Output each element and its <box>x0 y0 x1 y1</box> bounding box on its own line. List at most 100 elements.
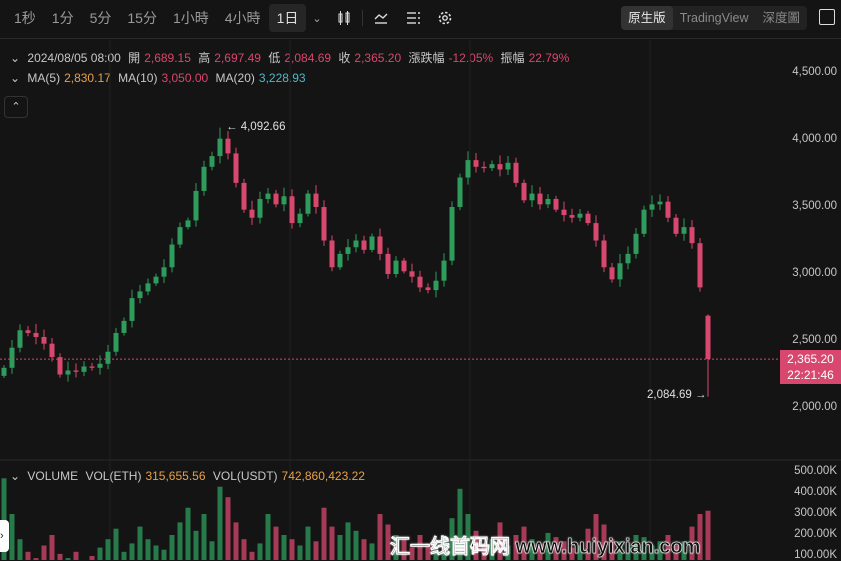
volume-bar <box>441 537 447 560</box>
vol-eth-value: 315,655.56 <box>145 469 206 483</box>
candle-body <box>289 196 295 224</box>
volume-tick-label: 500.00K <box>794 465 837 477</box>
candle-body <box>337 253 343 268</box>
volume-bar <box>617 541 623 560</box>
toolbar: 1秒 1分 5分 15分 1小時 4小時 1日 ⌄ <box>0 0 841 36</box>
candle-body <box>425 287 431 291</box>
volume-bar <box>193 530 199 560</box>
volume-bar <box>9 514 15 560</box>
candle-body <box>305 193 311 214</box>
candle-body <box>185 220 191 228</box>
price-tick-label: 2,000.00 <box>792 401 837 413</box>
timeframe-1d[interactable]: 1日 <box>268 4 307 32</box>
volume-bar <box>521 526 527 560</box>
collapse-chevron-icon[interactable]: ⌄ <box>10 469 21 483</box>
volume-bar <box>1 478 7 560</box>
collapse-chevron-icon[interactable]: ⌄ <box>10 51 21 65</box>
volume-bar <box>273 526 279 560</box>
min-price: 2,084.69 <box>647 389 692 401</box>
candle-body <box>465 160 471 178</box>
volume-bar <box>185 507 191 560</box>
volume-bar <box>113 528 119 560</box>
low-value: 2,084.69 <box>284 51 332 65</box>
volume-bar <box>513 535 519 560</box>
view-tradingview[interactable]: TradingView <box>679 11 749 25</box>
candle-body <box>481 166 487 169</box>
candle-body <box>585 213 591 224</box>
volume-bar <box>593 514 599 560</box>
timeframe-4h[interactable]: 4小時 <box>224 10 261 26</box>
volume-bar <box>217 486 223 560</box>
candle-body <box>601 240 607 268</box>
candle-body <box>345 247 351 254</box>
timeframe-15m[interactable]: 15分 <box>127 10 157 26</box>
volume-bar <box>289 539 295 560</box>
timeframe-1m[interactable]: 1分 <box>51 10 74 26</box>
volume-bar <box>321 507 327 560</box>
list-icon[interactable] <box>400 6 426 30</box>
fullscreen-icon[interactable] <box>819 9 835 25</box>
candle-body <box>361 240 367 250</box>
view-native[interactable]: 原生版 <box>621 6 673 30</box>
max-price-annotation: ← 4,092.66 <box>226 121 286 133</box>
ma10-label: MA(10) <box>118 71 158 85</box>
volume-bar <box>17 539 23 560</box>
candle-body <box>273 193 279 205</box>
candle-body <box>97 363 103 368</box>
price-tick-label: 2,500.00 <box>792 334 837 346</box>
collapse-chevron-icon[interactable]: ⌄ <box>10 71 21 85</box>
candle-body <box>137 291 143 299</box>
volume-bar <box>697 514 703 560</box>
volume-bar <box>65 558 71 560</box>
candle-body <box>489 164 495 169</box>
price-tick-label: 4,000.00 <box>792 133 837 145</box>
timeframe-1h[interactable]: 1小時 <box>172 10 209 26</box>
volume-bar <box>681 541 687 560</box>
volume-bar <box>577 545 583 560</box>
candle-body <box>665 201 671 218</box>
volume-bar <box>361 539 367 560</box>
candle-body <box>385 253 391 274</box>
current-price: 2,365.20 <box>787 352 834 366</box>
timeframe-5m[interactable]: 5分 <box>89 10 112 26</box>
candle-body <box>409 271 415 277</box>
view-depth[interactable]: 深度圖 <box>762 11 800 25</box>
volume-bar <box>553 537 559 560</box>
candlestick-icon[interactable] <box>331 6 357 30</box>
indicator-icon[interactable] <box>368 6 394 30</box>
candle-body <box>441 260 447 281</box>
timeframe-1s[interactable]: 1秒 <box>14 10 36 26</box>
candle-body <box>513 162 519 183</box>
candle-body <box>689 227 695 244</box>
ohlc-legend: ⌄ 2024/08/05 08:00 開 2,689.15 高 2,697.49 低… <box>10 49 573 66</box>
candle-body <box>369 236 375 250</box>
collapse-legend-button[interactable]: ⌃ <box>4 96 28 118</box>
candle-body <box>553 198 559 210</box>
close-value: 2,365.20 <box>354 51 402 65</box>
close-label: 收 <box>338 51 351 65</box>
volume-bar <box>49 535 55 560</box>
volume-bar <box>121 551 127 560</box>
low-label: 低 <box>268 51 281 65</box>
divider <box>0 38 841 39</box>
chevron-down-icon[interactable]: ⌄ <box>312 12 322 25</box>
ma-legend: ⌄ MA(5) 2,830.17 MA(10) 3,050.00 MA(20) 3,2… <box>10 71 310 85</box>
vol-usdt-value: 742,860,423.22 <box>281 469 365 483</box>
gear-icon[interactable] <box>432 6 458 30</box>
volume-bar <box>569 547 575 560</box>
expand-panel-button[interactable]: › <box>0 520 9 552</box>
volume-bar <box>57 553 63 560</box>
volume-bar <box>137 526 143 560</box>
ohlc-date: 2024/08/05 08:00 <box>27 51 121 65</box>
candle-body <box>593 223 599 241</box>
candle-body <box>129 298 135 321</box>
candle-body <box>697 243 703 288</box>
volume-bar <box>401 539 407 560</box>
candle-body <box>529 193 535 201</box>
volume-bar <box>545 532 551 560</box>
candle-body <box>265 193 271 199</box>
candle-body <box>497 164 503 170</box>
watermark: 汇一线首码网 www.huiyixian.com <box>390 536 701 559</box>
volume-bar <box>25 551 31 560</box>
